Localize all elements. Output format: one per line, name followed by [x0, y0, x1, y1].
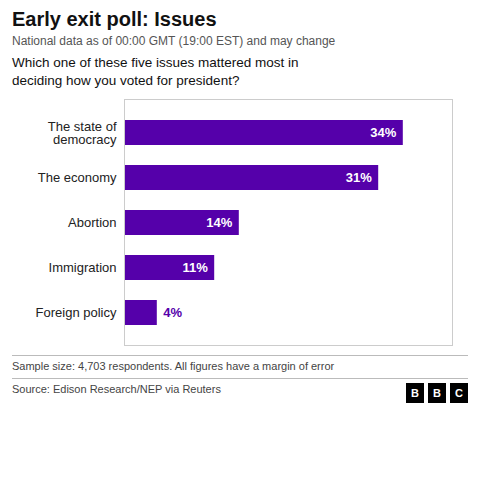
svg-text:The state ofdemocracy: The state ofdemocracy	[48, 119, 117, 147]
svg-text:14%: 14%	[206, 215, 232, 230]
svg-text:Abortion: Abortion	[68, 215, 116, 230]
svg-text:Foreign policy: Foreign policy	[36, 305, 117, 320]
svg-text:Immigration: Immigration	[49, 260, 117, 275]
html-text:Sample size: 4,703 respondents: Sample size: 4,703 respondents. All figu…	[12, 360, 335, 373]
svg-text:The economy: The economy	[38, 170, 117, 185]
svg-text:31%: 31%	[346, 170, 372, 185]
html-text:Which one of these five issues: Which one of these five issues mattered …	[12, 55, 299, 88]
svg-text:4%: 4%	[163, 305, 182, 320]
html-text:Source: Edison Research/NEP vi: Source: Edison Research/NEP via Reuters	[12, 383, 221, 396]
html-text:National data as of 00:00 GMT: National data as of 00:00 GMT (19:00 EST…	[12, 34, 336, 48]
html-text:C: C	[455, 387, 463, 400]
svg-text:11%: 11%	[182, 260, 208, 275]
html-text:B: B	[433, 387, 441, 400]
html-text:B: B	[411, 387, 419, 400]
svg-text:34%: 34%	[370, 125, 396, 140]
html-text:Early exit poll: Issues: Early exit poll: Issues	[12, 8, 217, 30]
